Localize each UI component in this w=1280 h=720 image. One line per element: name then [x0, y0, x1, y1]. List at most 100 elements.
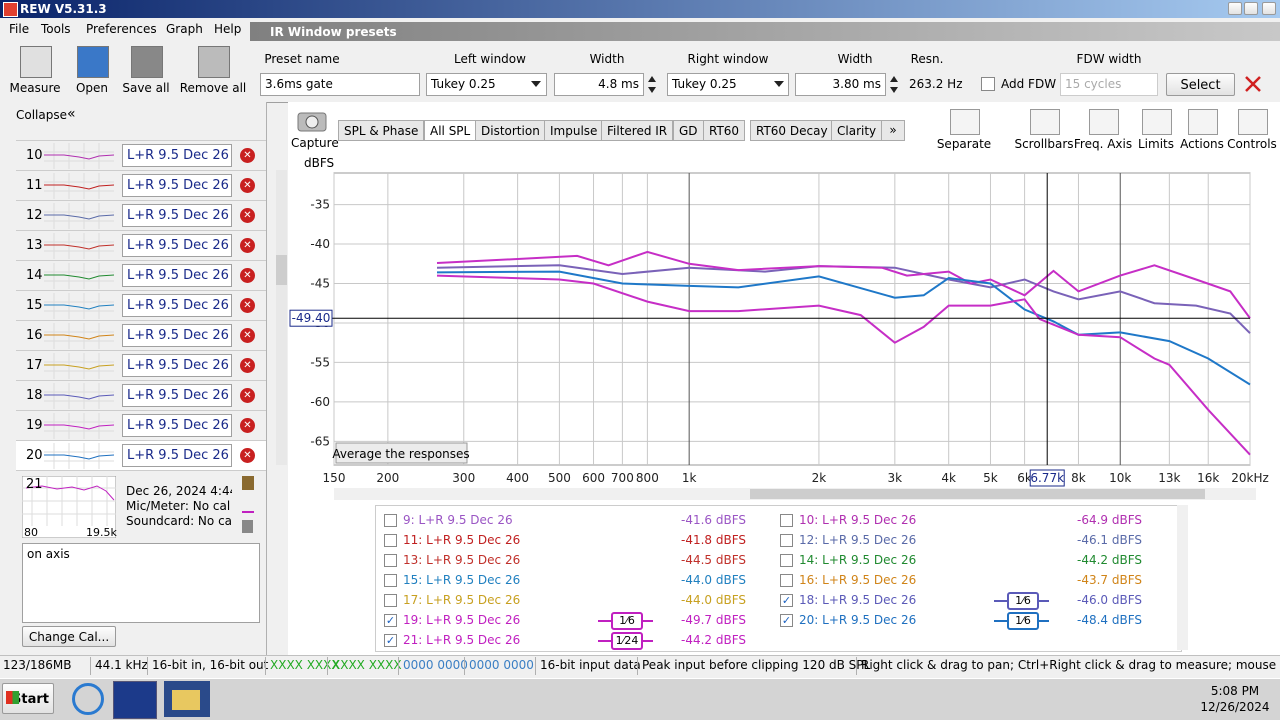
- remove-measurement[interactable]: ✕: [240, 358, 255, 373]
- remove-measurement[interactable]: ✕: [240, 448, 255, 463]
- legend-name[interactable]: 16: L+R 9.5 Dec 26: [799, 573, 917, 587]
- tool-label[interactable]: Scrollbars: [1014, 137, 1074, 151]
- measurement-name[interactable]: L+R 9.5 Dec 26: [122, 384, 232, 407]
- rew-task[interactable]: [113, 681, 157, 719]
- measurement-name[interactable]: L+R 9.5 Dec 26: [122, 444, 232, 467]
- remove-measurement[interactable]: ✕: [240, 328, 255, 343]
- legend-checkbox[interactable]: [780, 574, 793, 587]
- legend-name[interactable]: 21: L+R 9.5 Dec 26: [403, 633, 521, 647]
- tabs-more[interactable]: »: [881, 120, 905, 141]
- legend-name[interactable]: 13: L+R 9.5 Dec 26: [403, 553, 521, 567]
- measurement-name[interactable]: L+R 9.5 Dec 26: [122, 174, 232, 197]
- legend-name[interactable]: 12: L+R 9.5 Dec 26: [799, 533, 917, 547]
- change-cal-button[interactable]: Change Cal...: [22, 626, 116, 647]
- collapse-arrows[interactable]: «: [67, 106, 76, 122]
- right-width-input[interactable]: 3.80 ms: [795, 73, 886, 96]
- left-window-select[interactable]: Tukey 0.25: [426, 73, 547, 96]
- legend-checkbox[interactable]: ✓: [780, 594, 793, 607]
- collapse-label[interactable]: Collapse: [16, 108, 67, 122]
- graph-tab[interactable]: Clarity: [831, 120, 883, 141]
- legend-name[interactable]: 10: L+R 9.5 Dec 26: [799, 513, 917, 527]
- tool-label[interactable]: Separate: [936, 137, 992, 151]
- legend-checkbox[interactable]: [384, 534, 397, 547]
- color-icon[interactable]: [242, 497, 254, 513]
- measurement-name[interactable]: L+R 9.5 Dec 26: [122, 294, 232, 317]
- graph-tab[interactable]: RT60 Decay: [750, 120, 834, 141]
- toolbar-label[interactable]: Measure: [9, 81, 61, 95]
- menu-item[interactable]: File: [9, 22, 30, 36]
- tool-icon[interactable]: [1188, 109, 1218, 135]
- measurement-name[interactable]: L+R 9.5 Dec 26: [122, 204, 232, 227]
- legend-name[interactable]: 9: L+R 9.5 Dec 26: [403, 513, 513, 527]
- graph-tab[interactable]: All SPL: [424, 120, 477, 141]
- menu-item[interactable]: Preferences: [86, 22, 157, 36]
- measurement-name[interactable]: L+R 9.5 Dec 26: [122, 264, 232, 287]
- legend-name[interactable]: 17: L+R 9.5 Dec 26: [403, 593, 521, 607]
- legend-checkbox[interactable]: [780, 514, 793, 527]
- legend-checkbox[interactable]: ✓: [780, 614, 793, 627]
- remove-measurement[interactable]: ✕: [240, 298, 255, 313]
- legend-name[interactable]: 15: L+R 9.5 Dec 26: [403, 573, 521, 587]
- legend-name[interactable]: 18: L+R 9.5 Dec 26: [799, 593, 917, 607]
- vertical-scrollbar[interactable]: [276, 170, 287, 465]
- edit-icon[interactable]: [242, 476, 254, 490]
- measurement-name[interactable]: L+R 9.5 Dec 26: [122, 354, 232, 377]
- capture-icon[interactable]: [296, 109, 328, 133]
- select-button[interactable]: Select: [1166, 73, 1235, 96]
- remove-measurement[interactable]: ✕: [240, 148, 255, 163]
- legend-checkbox[interactable]: ✓: [384, 614, 397, 627]
- smoothing-badge[interactable]: 1⁄6: [1007, 592, 1039, 610]
- spinner[interactable]: [645, 73, 659, 96]
- menu-item[interactable]: Tools: [41, 22, 71, 36]
- remove-measurement[interactable]: ✕: [240, 238, 255, 253]
- smoothing-badge[interactable]: 1⁄24: [611, 632, 643, 650]
- tool-icon[interactable]: [1142, 109, 1172, 135]
- toolbar-label[interactable]: Open: [75, 81, 109, 95]
- legend-name[interactable]: 19: L+R 9.5 Dec 26: [403, 613, 521, 627]
- toolbar-label[interactable]: Remove all: [179, 81, 247, 95]
- add-fdw-checkbox[interactable]: [981, 77, 995, 91]
- restore-button[interactable]: [1244, 2, 1258, 15]
- legend-checkbox[interactable]: [780, 554, 793, 567]
- remove-measurement[interactable]: ✕: [240, 208, 255, 223]
- measurement-name[interactable]: L+R 9.5 Dec 26: [122, 144, 232, 167]
- smoothing-badge[interactable]: 1⁄6: [1007, 612, 1039, 630]
- tool-label[interactable]: Controls: [1227, 137, 1277, 151]
- legend-checkbox[interactable]: [780, 534, 793, 547]
- remove-measurement[interactable]: ✕: [240, 178, 255, 193]
- toolbar-icon[interactable]: [198, 46, 230, 78]
- toolbar-label[interactable]: Save all: [122, 81, 170, 95]
- tool-icon[interactable]: [1030, 109, 1060, 135]
- tool-icon[interactable]: [950, 109, 980, 135]
- h-scroll-thumb[interactable]: [750, 489, 1205, 499]
- legend-name[interactable]: 11: L+R 9.5 Dec 26: [403, 533, 521, 547]
- close-presets[interactable]: [1244, 75, 1262, 93]
- graph-tab[interactable]: Impulse: [544, 120, 604, 141]
- legend-checkbox[interactable]: [384, 574, 397, 587]
- graph-tab[interactable]: SPL & Phase: [338, 120, 425, 141]
- graph-tab[interactable]: RT60: [703, 120, 746, 141]
- scroll-thumb[interactable]: [276, 255, 287, 285]
- graph-tab[interactable]: Filtered IR: [601, 120, 674, 141]
- menu-item[interactable]: Help: [214, 22, 242, 36]
- close-button[interactable]: [1262, 2, 1276, 15]
- info-icon[interactable]: [242, 520, 253, 533]
- tool-icon[interactable]: [1238, 109, 1268, 135]
- remove-measurement[interactable]: ✕: [240, 418, 255, 433]
- toolbar-icon[interactable]: [131, 46, 163, 78]
- capture-label[interactable]: Capture: [291, 136, 339, 150]
- legend-checkbox[interactable]: [384, 514, 397, 527]
- remove-measurement[interactable]: ✕: [240, 268, 255, 283]
- graph-tab[interactable]: Distortion: [475, 120, 546, 141]
- measurement-name[interactable]: L+R 9.5 Dec 26: [122, 414, 232, 437]
- remove-measurement[interactable]: ✕: [240, 388, 255, 403]
- tool-icon[interactable]: [1089, 109, 1119, 135]
- legend-checkbox[interactable]: [384, 554, 397, 567]
- measurement-name[interactable]: L+R 9.5 Dec 26: [122, 324, 232, 347]
- tool-label[interactable]: Freq. Axis: [1073, 137, 1133, 151]
- legend-scrollbar[interactable]: [1177, 505, 1188, 650]
- legend-name[interactable]: 14: L+R 9.5 Dec 26: [799, 553, 917, 567]
- legend-checkbox[interactable]: ✓: [384, 634, 397, 647]
- toolbar-icon[interactable]: [20, 46, 52, 78]
- toolbar-icon[interactable]: [77, 46, 109, 78]
